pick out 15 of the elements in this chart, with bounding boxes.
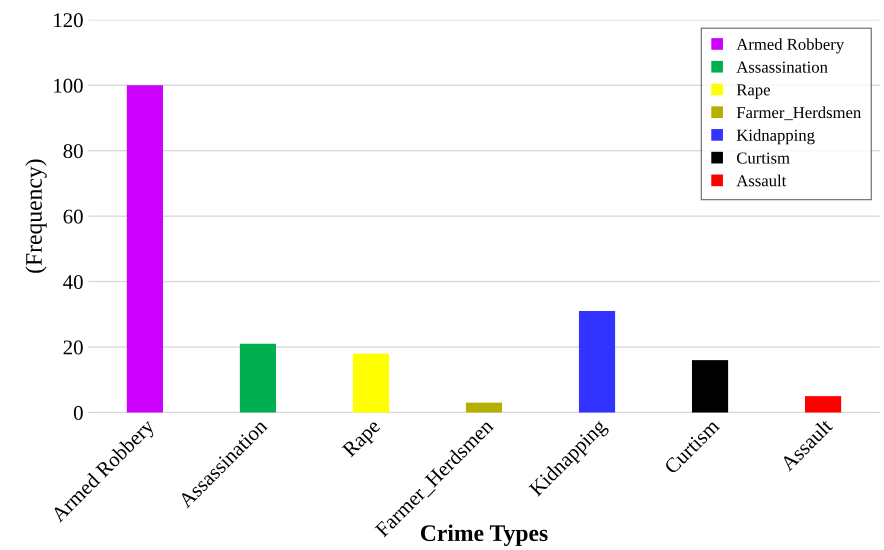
legend-label: Assault [736,174,786,186]
y-tick-label: 80 [64,144,83,158]
legend-label: Armed Robbery [736,38,844,54]
y-axis-title: (Frequency) [25,159,47,273]
y-tick-label: 60 [64,210,83,224]
y-tick-label: 120 [54,13,83,28]
legend-label: Rape [736,84,770,99]
legend-label: Assassination [736,62,828,73]
y-tick-label: 40 [63,274,83,290]
legend-label: Kidnapping [736,129,815,144]
legend-label: Farmer_Herdsmen [736,106,861,120]
legend-label: Curtism [736,152,790,164]
y-tick-label: 100 [54,78,83,93]
y-tick-label: 20 [64,340,83,354]
y-tick-label: 0 [74,406,83,420]
